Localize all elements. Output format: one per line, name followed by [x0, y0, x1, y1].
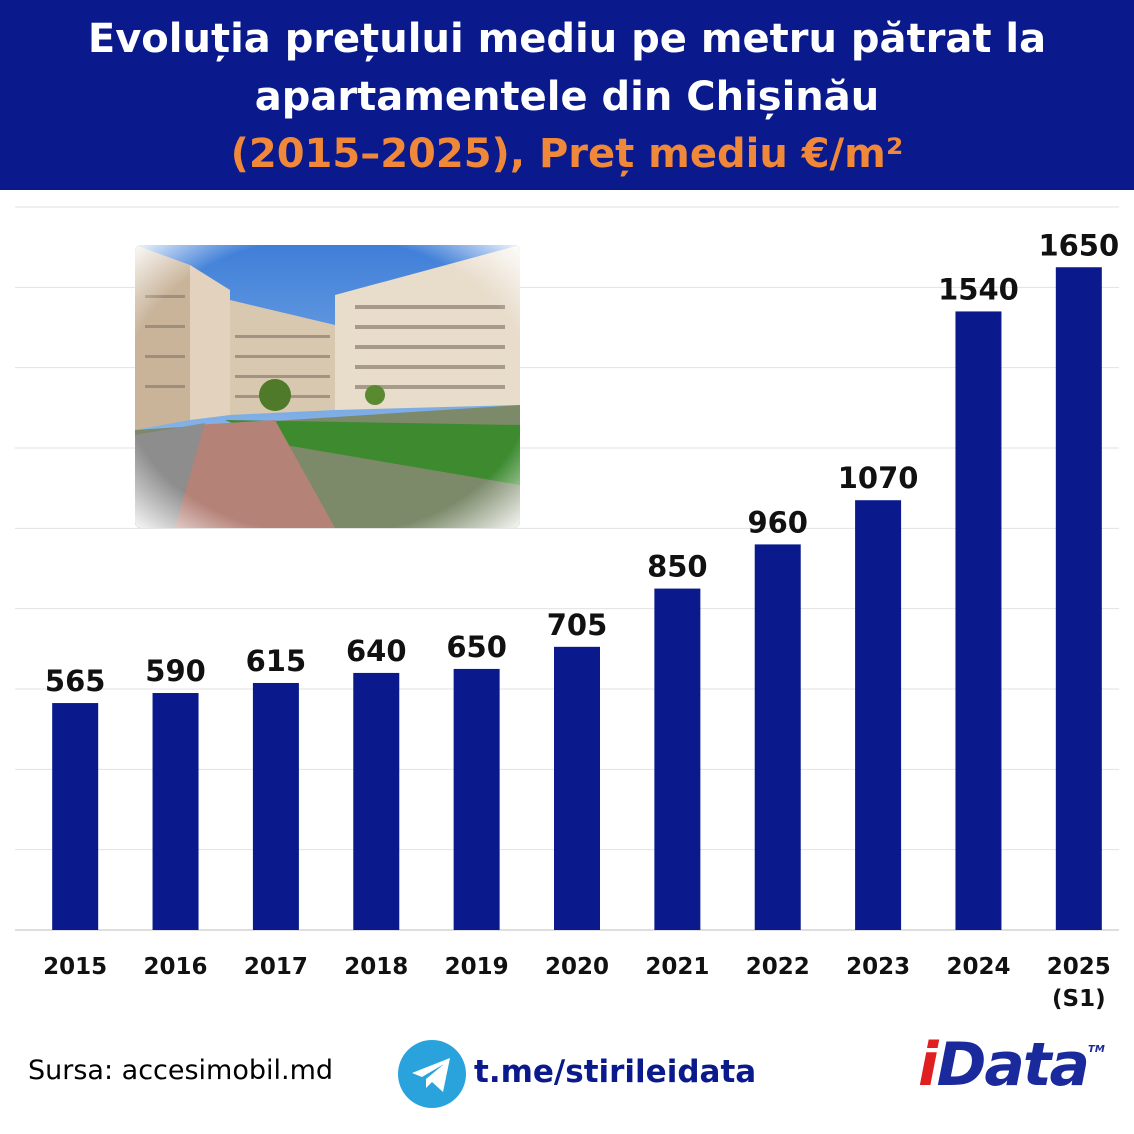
telegram-link-text[interactable]: t.me/stirileidata: [474, 1054, 757, 1090]
bar-2020: [554, 646, 600, 930]
x-tick-label-2016: 2016: [144, 954, 208, 980]
x-tick-label-2024: 2024: [946, 954, 1010, 980]
chart-subtitle: (2015–2025), Preț mediu €/m²: [230, 131, 904, 177]
data-label-2017: 615: [246, 644, 307, 678]
bar-2019: [453, 668, 500, 930]
data-label-2021: 850: [647, 550, 708, 584]
x-tick-label-2023: 2023: [846, 954, 910, 980]
chart-title-line-2: apartamentele din Chișinău: [254, 74, 880, 120]
x-tick-label-2021: 2021: [645, 954, 709, 980]
bar-2022: [754, 544, 801, 930]
bar-2024: [955, 311, 1002, 930]
header: Evoluția prețului mediu pe metru pătrat …: [0, 0, 1134, 190]
data-label-2016: 590: [145, 654, 206, 688]
x-tick-label-2022: 2022: [746, 954, 810, 980]
bar-2025: [1055, 267, 1102, 930]
x-tick-label-2017: 2017: [244, 954, 308, 980]
bar-2018: [353, 672, 400, 930]
x-tick-label-2015: 2015: [43, 954, 107, 980]
bar-chart: 565 2015 590 2016 615 2017 640 2018 650 2019 705 20…: [15, 206, 1119, 1012]
data-label-2020: 705: [547, 608, 608, 642]
data-label-2025: 1650: [1038, 228, 1119, 262]
data-label-2015: 565: [45, 664, 106, 698]
bar-2015: [52, 703, 99, 930]
x-tick-label-2020: 2020: [545, 954, 609, 980]
data-label-2024: 1540: [938, 272, 1019, 306]
x-tick-label-2025: 2025: [1047, 954, 1111, 980]
idata-logo: iDataTM: [918, 1030, 1105, 1100]
chart-title-line-1: Evoluția prețului mediu pe metru pătrat …: [87, 16, 1047, 62]
data-label-2023: 1070: [838, 461, 919, 495]
x-tick-label-2018: 2018: [344, 954, 408, 980]
data-label-2022: 960: [747, 505, 808, 539]
bar-2016: [152, 693, 199, 930]
source-label: Sursa: accesimobil.md: [28, 1055, 334, 1086]
data-label-2018: 640: [346, 634, 407, 668]
bar-2017: [252, 682, 299, 930]
x-tick-sublabel-2025: (S1): [1052, 986, 1106, 1012]
x-tick-label-2019: 2019: [445, 954, 509, 980]
bar-2023: [855, 500, 902, 930]
telegram-icon: [398, 1040, 466, 1108]
data-label-2019: 650: [446, 630, 507, 664]
bar-2021: [654, 588, 701, 930]
apartment-photo: [135, 245, 520, 528]
